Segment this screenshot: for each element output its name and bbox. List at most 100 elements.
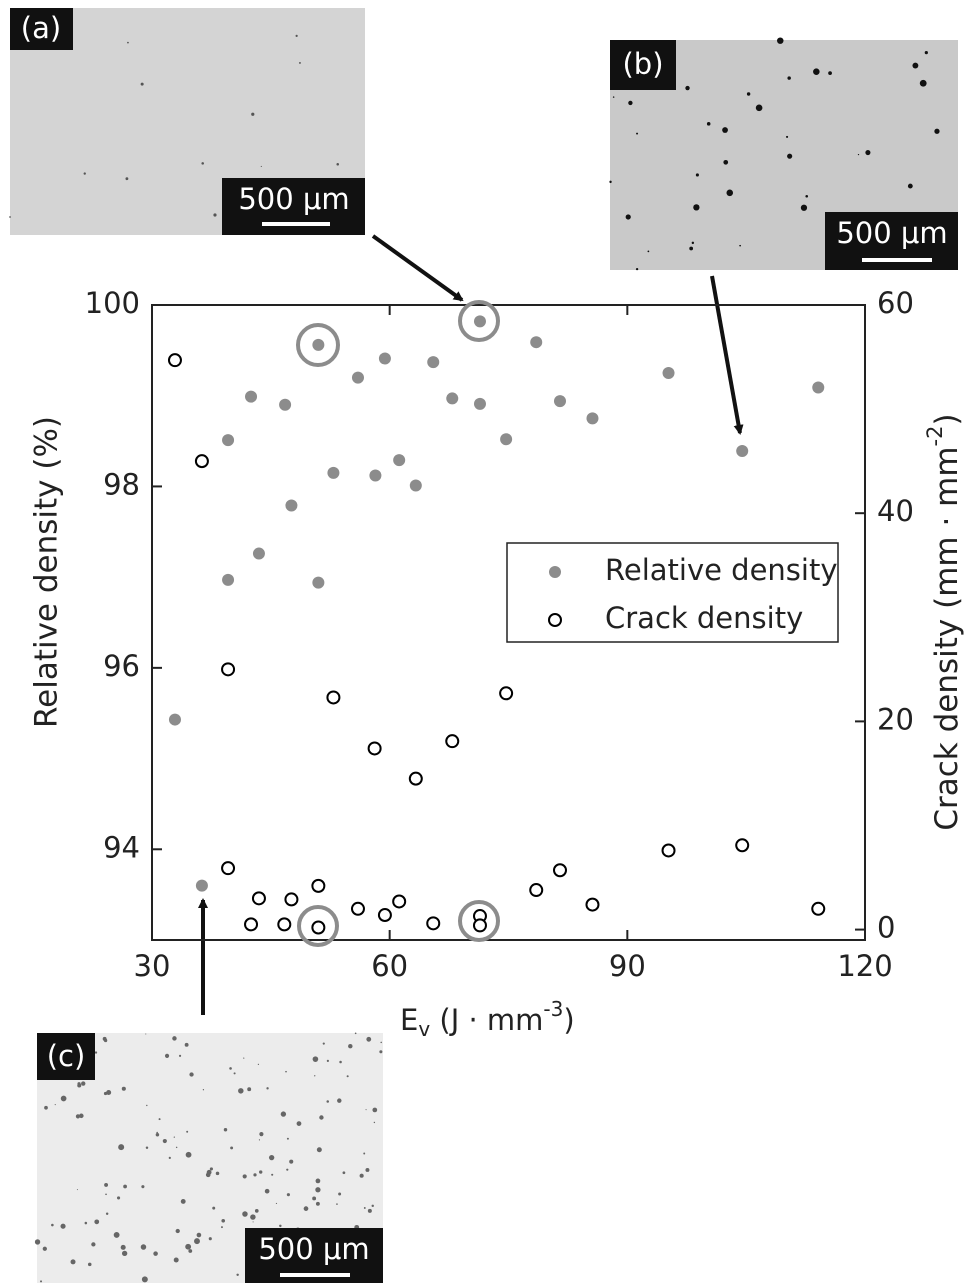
speck [196, 1232, 202, 1238]
speck [322, 1042, 325, 1045]
speck [125, 177, 129, 181]
speck [250, 1214, 256, 1220]
speck [259, 1170, 263, 1174]
point [350, 901, 365, 916]
speck [94, 1219, 100, 1225]
point [812, 381, 825, 394]
speck [201, 162, 204, 165]
speck [609, 180, 612, 184]
point [195, 879, 208, 892]
speck [9, 216, 11, 218]
speck [693, 204, 700, 211]
speck [185, 1243, 192, 1250]
speck [257, 1063, 260, 1065]
speck [342, 1171, 346, 1175]
speck [209, 1167, 213, 1171]
speck [105, 1193, 107, 1196]
point [312, 338, 325, 351]
point [529, 883, 544, 898]
legend-label: Relative density [605, 553, 838, 587]
speck [636, 132, 639, 135]
speck [155, 1133, 160, 1137]
speck [706, 122, 711, 126]
point [811, 901, 826, 916]
point [530, 336, 543, 349]
point [377, 908, 392, 923]
speck [787, 153, 793, 159]
point [408, 771, 423, 786]
x-label-part: v [418, 1017, 430, 1041]
speck [121, 1250, 128, 1257]
speck [363, 1207, 366, 1209]
x-label-part: E [400, 1003, 418, 1037]
speck [140, 1244, 147, 1250]
x-tick-label: 30 [134, 949, 171, 983]
speck [105, 1212, 109, 1215]
point [327, 466, 340, 479]
speck [34, 1239, 41, 1245]
speck [295, 34, 298, 37]
speck [722, 127, 728, 133]
speck [286, 1168, 289, 1171]
speck [42, 1246, 47, 1251]
point [367, 741, 382, 756]
speck [337, 1098, 342, 1103]
speck [102, 1036, 107, 1041]
speck [189, 1072, 194, 1077]
speck [266, 1087, 269, 1090]
speck [212, 1206, 216, 1210]
speck [268, 1154, 275, 1161]
x-tick-label: 120 [837, 949, 892, 983]
speck [359, 1173, 364, 1178]
y2-label-part: ) [929, 413, 965, 425]
point [168, 713, 181, 726]
speck [907, 183, 913, 189]
point [427, 356, 440, 369]
speck [912, 62, 919, 69]
point [252, 547, 265, 560]
speck [145, 1146, 149, 1150]
point [369, 469, 382, 482]
speck [118, 1144, 125, 1151]
speck [94, 1051, 98, 1054]
point [736, 445, 749, 458]
point [661, 843, 676, 858]
speck [336, 1203, 338, 1205]
speck [260, 165, 262, 168]
speck [647, 250, 650, 253]
y2-axis-label: Crack density (mm · mm-2) [923, 413, 965, 830]
speck [168, 1156, 171, 1160]
speck [746, 92, 751, 96]
inset-label: (a) [21, 11, 61, 45]
speck [289, 1159, 294, 1164]
speck [238, 1088, 244, 1094]
point [222, 573, 235, 586]
speck [236, 1273, 239, 1277]
speck [213, 213, 217, 217]
x-axis-label: Ev (J · mm-3) [400, 997, 575, 1041]
speck [380, 1041, 382, 1044]
speck [173, 1136, 175, 1138]
speck [373, 1121, 376, 1124]
point [277, 917, 292, 932]
speck [275, 1202, 278, 1205]
highlight [458, 900, 500, 942]
inset-b: (b) 500 μm [609, 37, 958, 271]
speck [83, 172, 86, 175]
speck [188, 1249, 193, 1253]
point [426, 916, 441, 931]
speck [689, 246, 694, 251]
highlight [458, 300, 500, 342]
point [500, 433, 513, 446]
arrow [371, 234, 464, 302]
speck [120, 1244, 126, 1250]
point [472, 918, 487, 933]
speck [919, 79, 927, 87]
y-tick-label: 94 [103, 830, 140, 864]
speck [252, 1221, 254, 1223]
speck [184, 1042, 189, 1047]
label-box [37, 1033, 95, 1080]
speck [194, 1238, 200, 1245]
point [244, 917, 259, 932]
